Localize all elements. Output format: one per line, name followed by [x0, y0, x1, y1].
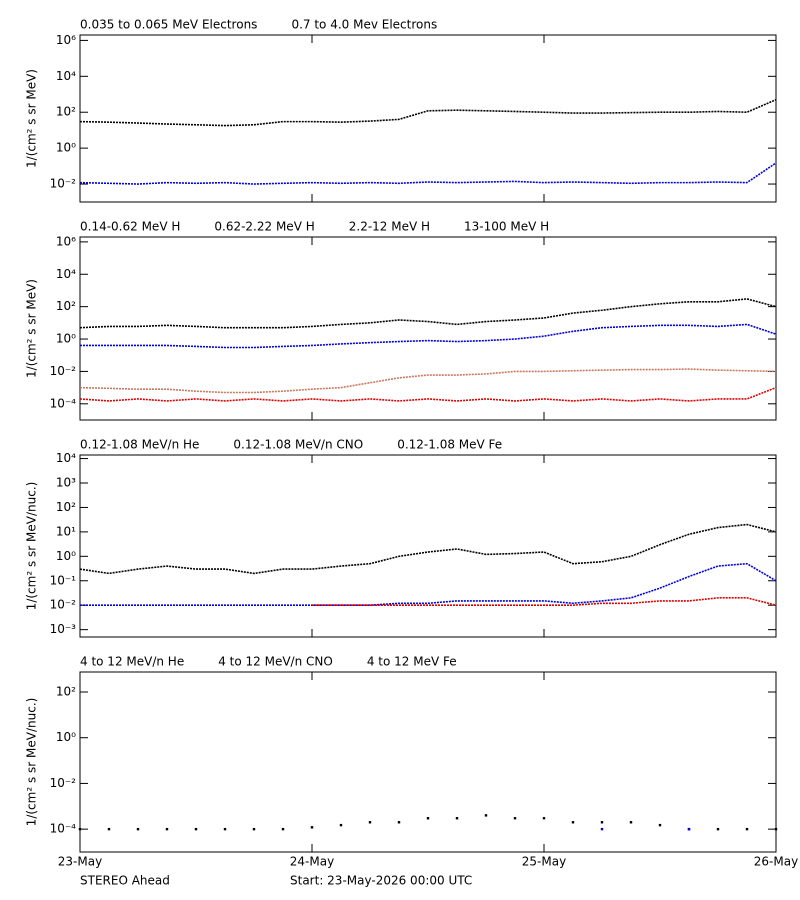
- y-tick-label: 10⁰: [56, 141, 76, 155]
- y-tick-label: 10²: [56, 105, 76, 119]
- y-axis-label: 1/(cm² s sr MeV): [25, 279, 39, 378]
- data-point: [107, 827, 111, 831]
- series-line: [79, 162, 777, 185]
- data-point: [542, 817, 546, 820]
- y-tick-label: 10⁶: [56, 234, 76, 248]
- series-line: [312, 597, 777, 607]
- series-line: [79, 98, 777, 127]
- data-point: [368, 821, 372, 824]
- y-axis-label: 1/(cm² s sr MeV/nuc.): [25, 698, 39, 827]
- y-tick-label: 10⁴: [56, 451, 76, 465]
- data-point: [745, 827, 749, 831]
- legend-label: 0.12-1.08 MeV Fe: [397, 438, 502, 452]
- data-point: [629, 821, 633, 824]
- series-line: [79, 386, 777, 402]
- plot-frame: [79, 236, 777, 421]
- legend-label: 2.2-12 MeV H: [349, 220, 430, 234]
- legend-label: 4 to 12 MeV Fe: [367, 655, 457, 669]
- data-point: [397, 821, 401, 824]
- data-point: [484, 814, 488, 817]
- data-point: [571, 821, 575, 824]
- legend-label: 4 to 12 MeV/n CNO: [218, 655, 333, 669]
- y-tick-label: 10²: [56, 685, 76, 699]
- series-line: [79, 523, 777, 575]
- data-point: [78, 827, 82, 831]
- legend-label: 0.7 to 4.0 Mev Electrons: [291, 18, 437, 32]
- data-point: [716, 827, 720, 831]
- data-point: [194, 827, 198, 831]
- y-tick-label: 10⁻⁴: [50, 396, 77, 410]
- data-point: [600, 821, 604, 824]
- footer-left: STEREO Ahead: [80, 874, 170, 888]
- y-axis-label: 1/(cm² s sr MeV/nuc.): [25, 482, 39, 611]
- data-point: [339, 823, 343, 827]
- y-tick-label: 10³: [56, 476, 76, 490]
- legend-label: 0.12-1.08 MeV/n He: [80, 438, 199, 452]
- y-tick-label: 10⁻²: [50, 598, 77, 612]
- x-tick-label: 25-May: [522, 855, 566, 869]
- y-tick-label: 10⁻²: [50, 177, 77, 191]
- data-point: [513, 817, 517, 820]
- data-point: [281, 827, 285, 831]
- plot-frame: [79, 454, 777, 638]
- data-point: [600, 827, 604, 831]
- x-tick-label: 24-May: [290, 855, 334, 869]
- y-tick-label: 10⁻⁴: [50, 822, 77, 836]
- data-point: [252, 827, 256, 831]
- y-tick-label: 10⁴: [56, 267, 76, 281]
- y-tick-label: 10²: [56, 299, 76, 313]
- legend-label: 0.035 to 0.065 MeV Electrons: [80, 18, 257, 32]
- data-point: [455, 817, 459, 820]
- data-point: [165, 827, 169, 831]
- footer-start: Start: 23-May-2026 00:00 UTC: [290, 874, 472, 888]
- legend-label: 0.14-0.62 MeV H: [80, 220, 180, 234]
- data-point: [223, 827, 227, 831]
- series-line: [79, 368, 777, 394]
- y-axis-label: 1/(cm² s sr MeV): [25, 69, 39, 168]
- data-point: [774, 827, 778, 831]
- plot-frame: [79, 34, 777, 203]
- data-point: [310, 826, 314, 829]
- legend-label: 4 to 12 MeV/n He: [80, 655, 184, 669]
- y-tick-label: 10⁻¹: [50, 573, 77, 587]
- series-line: [80, 323, 777, 349]
- plot-frame: [79, 671, 777, 853]
- y-tick-label: 10¹: [56, 524, 76, 538]
- x-tick-label: 26-May: [754, 855, 798, 869]
- y-tick-label: 10⁻²: [50, 776, 77, 790]
- y-tick-label: 10⁻³: [50, 622, 77, 636]
- y-tick-label: 10⁰: [56, 549, 76, 563]
- y-tick-label: 10⁰: [56, 730, 76, 744]
- y-tick-label: 10²: [56, 500, 76, 514]
- legend-label: 0.62-2.22 MeV H: [214, 220, 314, 234]
- y-tick-label: 10⁰: [56, 332, 76, 346]
- y-tick-label: 10⁻²: [50, 364, 77, 378]
- legend-label: 13-100 MeV H: [464, 220, 549, 234]
- series-line: [79, 298, 777, 329]
- data-point: [687, 827, 691, 831]
- data-point: [658, 823, 662, 827]
- y-tick-label: 10⁶: [56, 33, 76, 47]
- x-tick-label: 23-May: [58, 855, 102, 869]
- data-point: [426, 817, 430, 820]
- series-line: [80, 562, 777, 607]
- y-tick-label: 10⁴: [56, 69, 76, 83]
- legend-label: 0.12-1.08 MeV/n CNO: [233, 438, 363, 452]
- data-point: [136, 827, 140, 831]
